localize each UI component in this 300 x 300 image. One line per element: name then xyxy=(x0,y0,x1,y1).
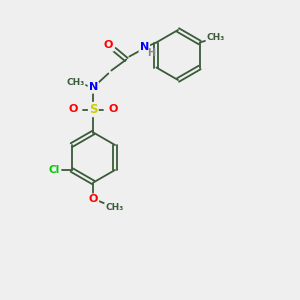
Text: H: H xyxy=(147,47,155,58)
Text: O: O xyxy=(69,104,78,115)
Text: O: O xyxy=(89,194,98,205)
Text: N: N xyxy=(140,43,149,52)
Text: Cl: Cl xyxy=(48,165,59,175)
Text: S: S xyxy=(89,103,98,116)
Text: CH₃: CH₃ xyxy=(206,33,225,42)
Text: O: O xyxy=(109,104,118,115)
Text: O: O xyxy=(104,40,113,50)
Text: N: N xyxy=(89,82,98,92)
Text: CH₃: CH₃ xyxy=(105,203,124,212)
Text: CH₃: CH₃ xyxy=(66,78,85,87)
